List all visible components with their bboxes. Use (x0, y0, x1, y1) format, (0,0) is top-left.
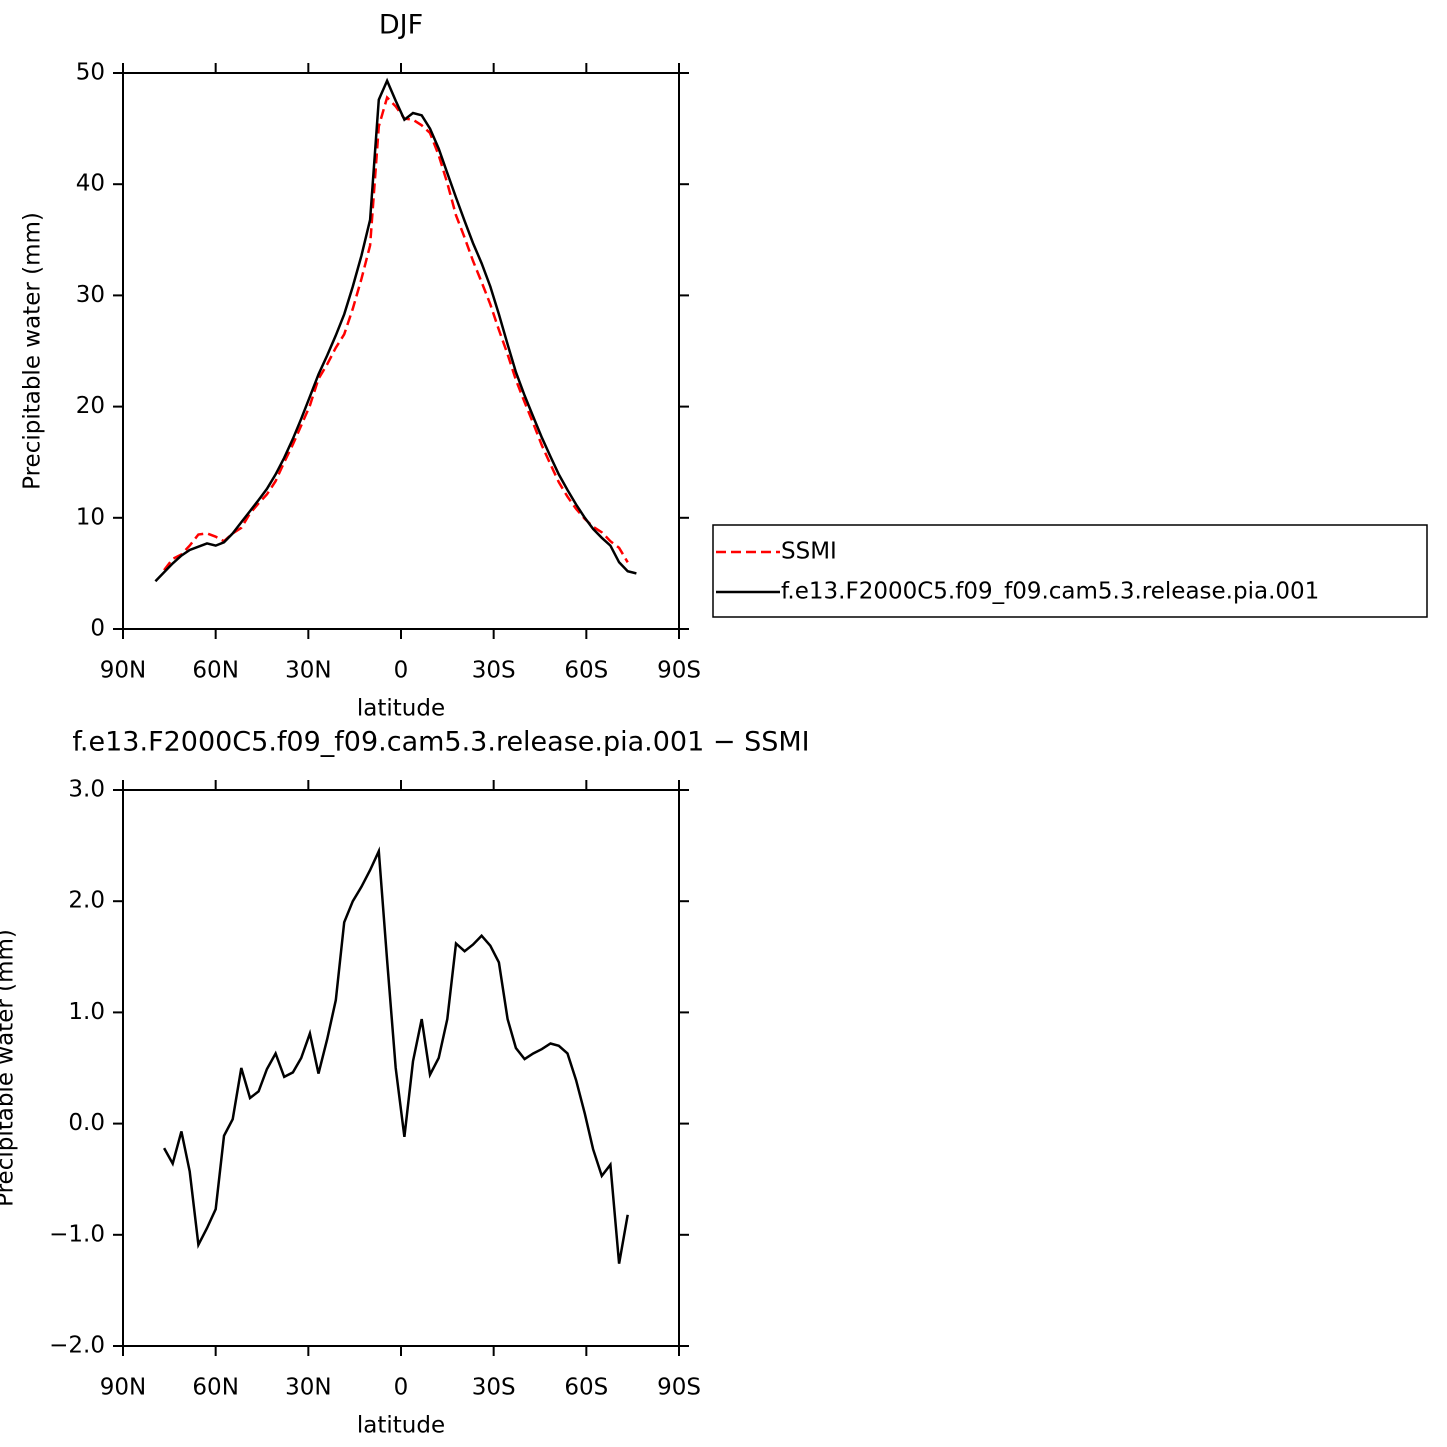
x-tick-label: 60S (564, 1375, 608, 1401)
x-tick-label: 30S (472, 1375, 516, 1401)
legend-label: f.e13.F2000C5.f09_f09.cam5.3.release.pia… (781, 579, 1319, 605)
x-tick-label: 60N (192, 658, 238, 684)
x-tick-label: 90S (657, 1375, 701, 1401)
y-tick-label: 20 (76, 393, 105, 419)
y-tick-label: 3.0 (68, 777, 105, 803)
y-tick-label: −1.0 (49, 1221, 105, 1247)
x-tick-label: 30N (285, 1375, 331, 1401)
x-tick-label: 60N (192, 1375, 238, 1401)
legend-label: SSMI (781, 539, 837, 565)
x-tick-label: 0 (394, 658, 409, 684)
x-tick-label: 90S (657, 658, 701, 684)
y-tick-label: 1.0 (68, 999, 105, 1025)
x-tick-label: 90N (100, 658, 146, 684)
data-line (163, 95, 629, 571)
x-axis-label: latitude (357, 696, 445, 722)
y-tick-label: 50 (76, 60, 105, 86)
y-tick-label: 40 (76, 171, 105, 197)
y-tick-label: 0.0 (68, 1110, 105, 1136)
x-tick-label: 30S (472, 658, 516, 684)
x-tick-label: 0 (394, 1375, 409, 1401)
data-line (154, 77, 637, 583)
x-tick-label: 30N (285, 658, 331, 684)
x-tick-label: 90N (100, 1375, 146, 1401)
y-tick-label: 0 (90, 616, 105, 642)
legend-box (712, 524, 1428, 618)
data-line (163, 846, 629, 1264)
y-axis-label: Precipitable water (mm) (20, 212, 46, 490)
y-axis-label: Precipitable water (mm) (0, 929, 19, 1207)
y-tick-label: 2.0 (68, 888, 105, 914)
chart-title: DJF (379, 10, 423, 41)
y-tick-label: −2.0 (49, 1333, 105, 1359)
chart-title: f.e13.F2000C5.f09_f09.cam5.3.release.pia… (72, 727, 809, 758)
y-tick-label: 10 (76, 504, 105, 530)
x-axis-label: latitude (357, 1413, 445, 1439)
plot-frame (122, 72, 680, 630)
plot-frame (122, 789, 680, 1347)
y-tick-label: 30 (76, 282, 105, 308)
x-tick-label: 60S (564, 658, 608, 684)
